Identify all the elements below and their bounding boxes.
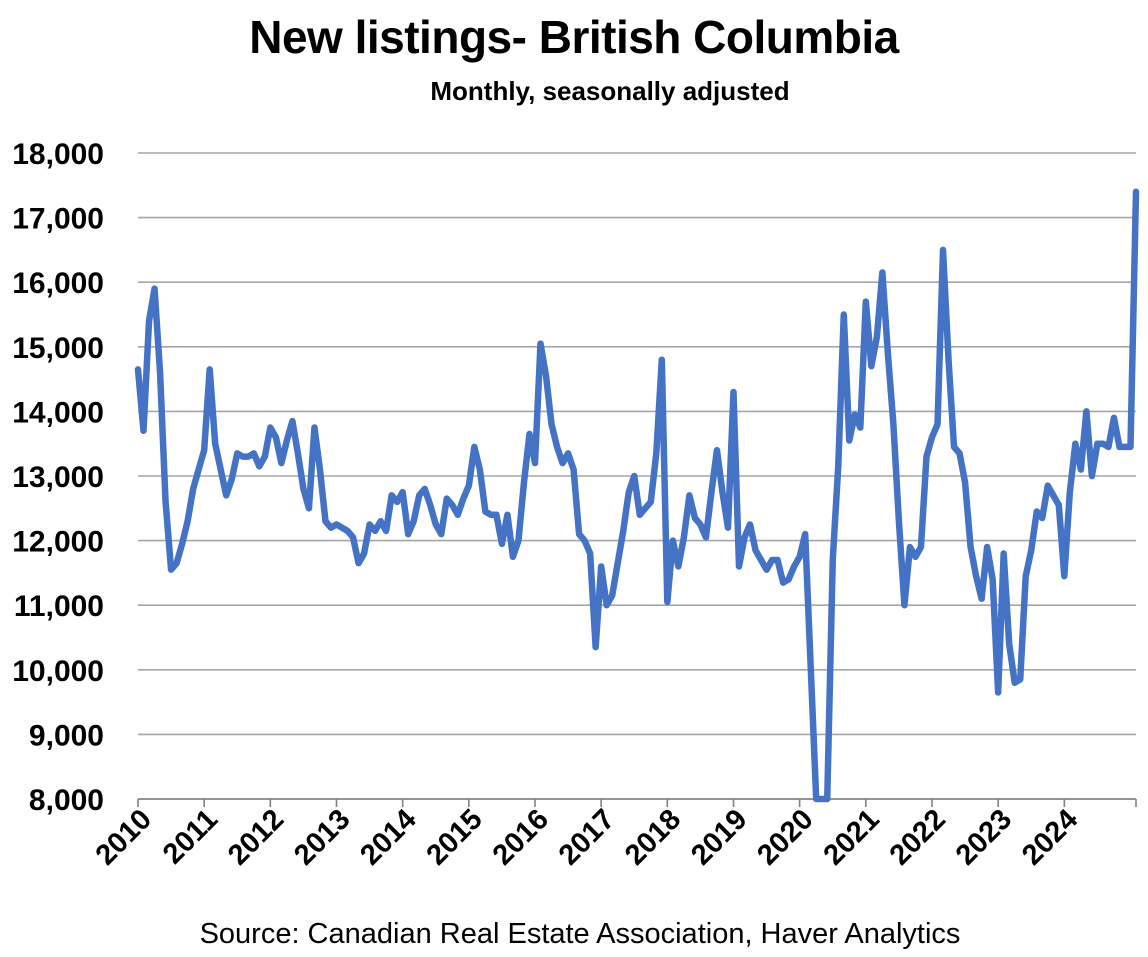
series-layer: [134, 188, 1140, 803]
x-tick-label: 2012: [222, 803, 290, 871]
x-tick-label: 2015: [421, 803, 489, 871]
y-tick-label: 12,000: [12, 526, 104, 559]
x-tick-label: 2020: [751, 803, 819, 871]
x-axis-ticks: 2010 201120122013201420152016201720182019…: [90, 803, 1085, 871]
y-tick-label: 10,000: [12, 655, 104, 688]
y-axis-ticks: 8,000 9,000 10,000 11,000 12,000 13,000 14,000…: [12, 138, 104, 817]
y-tick-label: 16,000: [12, 267, 104, 300]
y-tick-label: 17,000: [12, 203, 104, 236]
y-tick-label: 13,000: [12, 461, 104, 494]
y-tick-label: 8,000: [29, 784, 104, 817]
y-tick-label: 18,000: [12, 138, 104, 171]
x-tick-label: 2013: [288, 803, 356, 871]
new-listings-line: [134, 188, 1140, 803]
x-tick-label: 2016: [487, 803, 555, 871]
chart-subtitle: Monthly, seasonally adjusted: [430, 76, 790, 106]
x-tick-label: 2021: [818, 803, 886, 871]
y-tick-label: 9,000: [29, 719, 104, 752]
x-axis: [137, 798, 1137, 807]
x-tick-label: 2022: [884, 803, 952, 871]
chart-title: New listings- British Columbia: [249, 11, 899, 63]
y-tick-label: 11,000: [14, 590, 104, 623]
x-tick-label: 2019: [685, 803, 753, 871]
x-tick-label: 2017: [553, 803, 621, 871]
source-note: Source: Canadian Real Estate Association…: [199, 918, 961, 950]
x-tick-label: 2018: [619, 803, 687, 871]
x-tick-label: 2014: [354, 803, 422, 871]
y-tick-label: 14,000: [12, 396, 104, 429]
x-tick-label: 2023: [950, 803, 1018, 871]
y-tick-label: 15,000: [12, 332, 104, 365]
x-tick-label: 2011: [157, 803, 224, 870]
x-tick-label: 2024: [1016, 803, 1084, 871]
